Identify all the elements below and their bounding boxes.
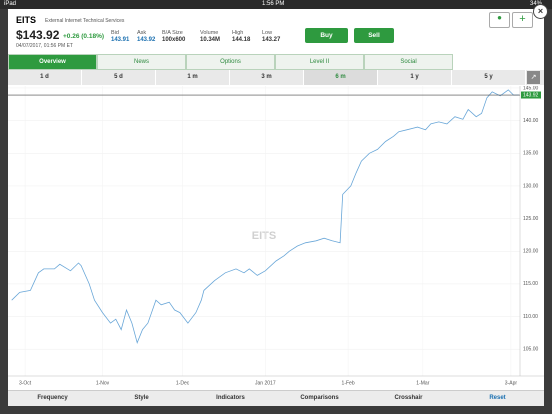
x-tick-label: 3-Apr [505, 380, 518, 386]
stat-value: 143.91 [111, 37, 130, 43]
y-tick-label: 140.00 [523, 118, 539, 124]
x-tick-label: 1-Mar [416, 380, 429, 386]
buy-button[interactable]: Buy [305, 28, 348, 43]
range-button[interactable]: 1 m [156, 70, 230, 85]
range-button[interactable]: 6 m [304, 70, 378, 85]
sell-button[interactable]: Sell [354, 28, 394, 43]
range-button[interactable]: 1 d [8, 70, 82, 85]
toolbar-button[interactable]: Indicators [216, 395, 245, 401]
y-tick-label: 115.00 [523, 281, 538, 287]
range-button[interactable]: 5 d [82, 70, 156, 85]
plot-area [8, 86, 544, 376]
toolbar-button[interactable]: Frequency [37, 395, 68, 401]
current-price-box [521, 91, 541, 99]
toolbar-button[interactable]: Comparisons [300, 395, 339, 401]
y-tick-label: 145.00 [523, 86, 539, 91]
toolbar-button[interactable]: Crosshair [394, 395, 423, 401]
x-tick-label: 1-Nov [96, 380, 110, 386]
toolbar-button[interactable]: Style [134, 395, 149, 401]
x-tick-label: 3-Oct [19, 380, 32, 386]
tab-bar: Overview News Options Level II Social [8, 54, 453, 70]
toolbar-button[interactable]: Reset [489, 395, 506, 401]
x-tick-label: Jan 2017 [255, 380, 276, 386]
status-bar: iPad 1:56 PM 34% [0, 0, 552, 9]
expand-button[interactable]: ↗ [527, 71, 540, 84]
stat-label: Low [262, 30, 273, 36]
stat-label: B/A Size [162, 30, 183, 36]
stat-label: High [232, 30, 244, 36]
stat-value: 143.92 [137, 37, 156, 43]
chart: EITS 105.00 110.00 115.00 120.00 125.00 130.00… [8, 86, 544, 386]
tab[interactable]: Options [186, 54, 275, 70]
tab[interactable]: News [97, 54, 186, 70]
price: $143.92 [16, 28, 60, 42]
y-tick-label: 135.00 [523, 151, 539, 157]
chart-toolbar: Frequency Style Indicators Comparisons Cross… [8, 390, 544, 406]
timestamp: 04/07/2017, 01:56 PM ET [16, 43, 73, 49]
close-button[interactable]: × [533, 4, 548, 19]
device: iPad [4, 1, 17, 7]
price-line-series [11, 89, 519, 344]
stat-value: 100x600 [162, 37, 186, 43]
y-tick-label: 130.00 [523, 183, 539, 189]
x-tick-label: 1-Feb [342, 380, 355, 386]
tab[interactable]: Social [364, 54, 453, 70]
stat-value: 143.27 [262, 37, 281, 43]
quote-panel: EITS External Internet Technical Service… [8, 9, 544, 406]
range-button[interactable]: 1 y [378, 70, 452, 85]
change: +0.26 (0.18%) [63, 33, 105, 40]
time: 1:56 PM [262, 1, 285, 7]
watermark: EITS [252, 230, 276, 242]
range-button[interactable]: 5 y [452, 70, 526, 85]
stat-value: 10.34M [200, 37, 221, 43]
range-button[interactable]: 3 m [230, 70, 304, 85]
x-tick-label: 1-Dec [176, 380, 190, 386]
y-tick-label: 110.00 [523, 314, 538, 320]
symbol: EITS [16, 15, 37, 25]
y-tick-label: 120.00 [523, 249, 539, 255]
company: External Internet Technical Services [45, 18, 125, 24]
stat-label: Bid [111, 30, 119, 36]
alert-button[interactable]: ● [489, 12, 510, 28]
tab[interactable]: Level II [275, 54, 364, 70]
y-tick-label: 125.00 [523, 216, 539, 222]
tab[interactable]: Overview [8, 54, 97, 70]
y-tick-label: 105.00 [523, 347, 539, 353]
stat-label: Volume [200, 30, 219, 36]
stat-value: 144.18 [232, 37, 251, 43]
stat-label: Ask [137, 30, 147, 36]
add-button[interactable]: + [512, 12, 533, 28]
current-price-label: 143.92 [523, 92, 539, 98]
